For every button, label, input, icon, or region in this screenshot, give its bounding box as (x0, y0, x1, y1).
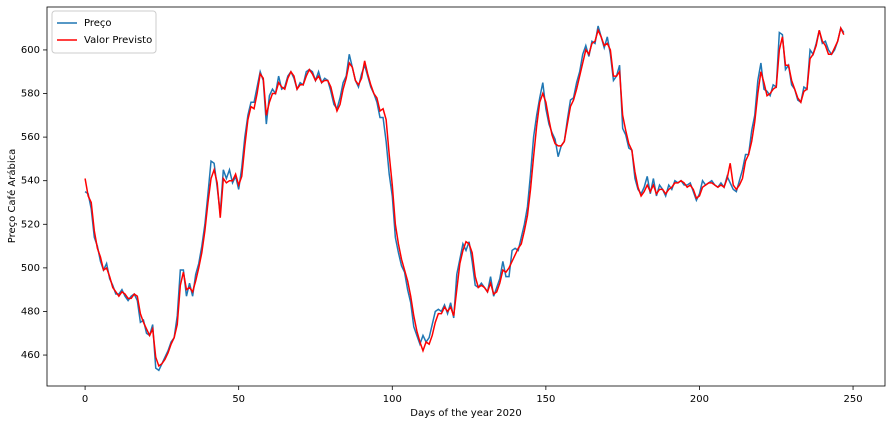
x-tick-label: 150 (536, 394, 555, 405)
y-tick-label: 560 (21, 132, 40, 143)
y-tick-label: 520 (21, 219, 40, 230)
x-tick-label: 50 (232, 394, 245, 405)
y-tick-label: 580 (21, 89, 40, 100)
y-tick-label: 480 (21, 306, 40, 317)
x-axis-label: Days of the year 2020 (410, 408, 521, 419)
y-tick-label: 600 (21, 45, 40, 56)
y-tick-label: 460 (21, 350, 40, 361)
y-axis-label: Preço Café Arábica (6, 149, 18, 244)
y-tick-label: 500 (21, 263, 40, 274)
x-tick-label: 250 (844, 394, 863, 405)
y-tick-label: 540 (21, 176, 40, 187)
legend-label: Valor Previsto (84, 35, 152, 46)
x-tick-label: 200 (690, 394, 709, 405)
series-line (84, 25, 845, 368)
series-line (84, 25, 845, 372)
x-tick-label: 100 (383, 394, 402, 405)
legend-box (51, 10, 157, 54)
x-tick-label: 0 (82, 394, 88, 405)
plot-frame (46, 6, 886, 387)
legend-label: Preço (84, 18, 112, 29)
